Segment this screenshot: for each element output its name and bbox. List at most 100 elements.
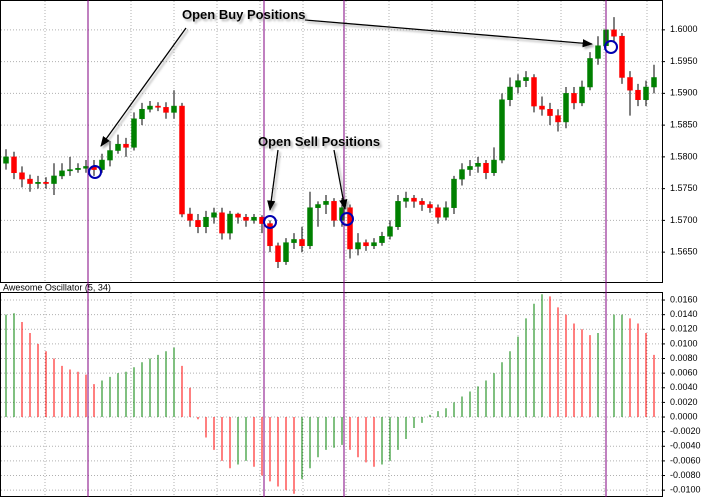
candle-body xyxy=(443,207,449,218)
candle-body xyxy=(451,178,457,208)
candle-body xyxy=(19,172,25,180)
y-tick-label: 1.5800 xyxy=(670,151,698,161)
position-circle xyxy=(340,212,354,226)
candle-body xyxy=(147,105,153,110)
annotation: Open Sell Positions xyxy=(258,134,380,149)
candle-body xyxy=(539,105,545,110)
oscillator-panel-border xyxy=(0,292,663,497)
price-panel-border xyxy=(0,0,663,283)
candle-body xyxy=(379,236,385,243)
y-tick-label: 1.5850 xyxy=(670,119,698,129)
y-tick-label: 0.0040 xyxy=(670,382,698,392)
candle-body xyxy=(555,115,561,123)
arrow xyxy=(304,19,594,48)
candle-body xyxy=(467,166,473,170)
candle-body xyxy=(251,216,257,221)
candle-body xyxy=(651,77,657,88)
y-tick-label: -0.0060 xyxy=(670,455,701,465)
candle-body xyxy=(627,77,633,91)
candle-body xyxy=(347,207,353,250)
candle-body xyxy=(611,29,617,37)
candle-body xyxy=(163,107,169,113)
oscillator-title: Awesome Oscillator (5, 34) xyxy=(3,282,111,292)
position-circle xyxy=(263,215,277,229)
candle-body xyxy=(283,242,289,262)
candle-body xyxy=(395,201,401,227)
candle-body xyxy=(411,197,417,202)
candle-body xyxy=(299,239,305,247)
y-tick-label: 0.0060 xyxy=(670,368,698,378)
candle-body xyxy=(59,170,65,177)
annotation: Open Buy Positions xyxy=(182,7,306,22)
candle-body xyxy=(243,216,249,221)
candle-body xyxy=(363,242,369,247)
candle-body xyxy=(323,201,329,205)
candle-body xyxy=(403,197,409,202)
candle-body xyxy=(371,242,377,247)
candle-body xyxy=(219,212,225,234)
candle-body xyxy=(331,201,337,221)
candle-body xyxy=(227,213,233,234)
candle-body xyxy=(131,118,137,148)
candle-body xyxy=(107,150,113,161)
y-tick-label: 1.5650 xyxy=(670,247,698,257)
y-tick-label: -0.0040 xyxy=(670,441,701,451)
candle-body xyxy=(483,162,489,174)
arrows xyxy=(100,19,594,212)
candle-body xyxy=(35,182,41,184)
candle-body xyxy=(355,242,361,250)
y-tick-label: 0.0080 xyxy=(670,353,698,363)
candle-body xyxy=(155,105,161,108)
candle-body xyxy=(587,58,593,88)
y-tick-label: 0.0120 xyxy=(670,324,698,334)
position-circle xyxy=(604,40,618,54)
candle-body xyxy=(387,226,393,237)
candle-body xyxy=(67,169,73,172)
y-tick-label: 1.5900 xyxy=(670,88,698,98)
y-tick-label: 0.0140 xyxy=(670,309,698,319)
candle-body xyxy=(523,77,529,81)
y-tick-label: 1.6000 xyxy=(670,24,698,34)
candle-body xyxy=(75,168,81,170)
candle-body xyxy=(171,105,177,113)
candle-body xyxy=(99,159,105,170)
candle-body xyxy=(203,216,209,227)
candle-body xyxy=(195,220,201,227)
candle-body xyxy=(499,99,505,161)
y-tick-label: -0.0020 xyxy=(670,426,701,436)
y-tick-label: 0.0020 xyxy=(670,397,698,407)
candle-body xyxy=(291,239,297,243)
candle-body xyxy=(571,93,577,104)
y-tick-label: 0.0100 xyxy=(670,338,698,348)
candle-body xyxy=(51,175,57,184)
candle-body xyxy=(427,204,433,208)
candle-body xyxy=(635,89,641,100)
arrow xyxy=(267,149,279,212)
position-markers xyxy=(87,0,607,497)
candle-body xyxy=(563,93,569,123)
candle-body xyxy=(307,207,313,247)
candle-body xyxy=(643,86,649,100)
candle-body xyxy=(619,35,625,78)
candle-body xyxy=(187,213,193,221)
candle-body xyxy=(435,207,441,218)
candle-body xyxy=(211,212,217,218)
candle-body xyxy=(179,105,185,215)
candle-body xyxy=(595,45,601,59)
y-tick-label: 1.5950 xyxy=(670,56,698,66)
candle-body xyxy=(3,156,9,164)
candle-body xyxy=(267,223,273,247)
candle-body xyxy=(315,204,321,208)
y-tick-label: 1.5700 xyxy=(670,215,698,225)
candle-body xyxy=(139,108,145,120)
candle-body xyxy=(531,77,537,107)
candle-body xyxy=(275,245,281,262)
candle-body xyxy=(507,86,513,100)
y-tick-label: 0.0160 xyxy=(670,294,698,304)
candle-body xyxy=(579,86,585,104)
candle-body xyxy=(43,182,49,184)
y-tick-label: 1.5750 xyxy=(670,183,698,193)
candle-body xyxy=(11,156,17,174)
